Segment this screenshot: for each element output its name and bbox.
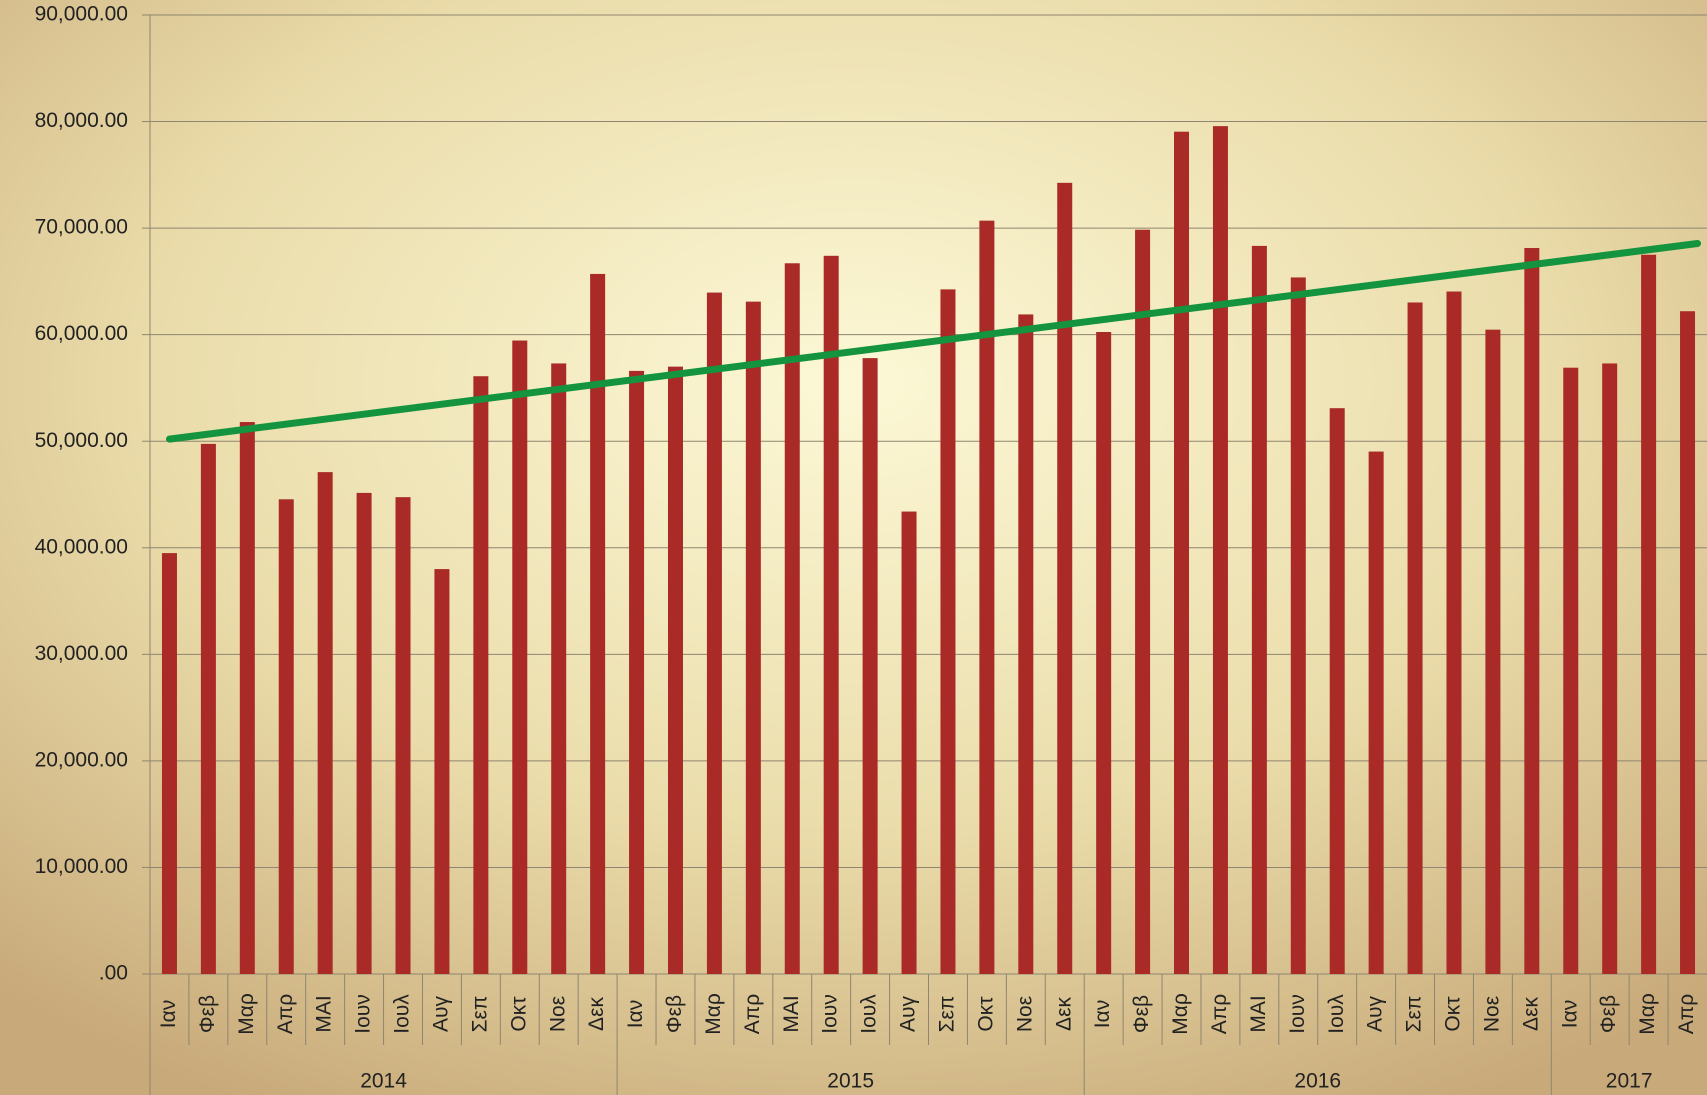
bar	[1446, 291, 1462, 974]
x-tick-label: Μαρ	[702, 993, 725, 1035]
bar	[1329, 408, 1345, 974]
x-tick-label: Απρ	[1675, 994, 1698, 1034]
x-tick-label: Φεβ	[1597, 995, 1620, 1033]
x-tick-label: Σεπ	[1403, 996, 1426, 1033]
bar	[1057, 182, 1073, 974]
x-tick-label: Μαρ	[1169, 993, 1192, 1035]
x-tick-label: Αυγ	[1364, 996, 1387, 1032]
x-tick-label: Ιουλ	[858, 994, 881, 1034]
bar	[901, 511, 917, 974]
x-tick-label: Απρ	[274, 994, 297, 1034]
bar	[1212, 126, 1228, 974]
bar	[979, 220, 995, 974]
x-tick-label: Φεβ	[196, 995, 219, 1033]
bar	[200, 443, 216, 974]
x-tick-label: ΜΑΙ	[780, 995, 803, 1032]
bar	[1096, 332, 1112, 974]
bar	[551, 363, 567, 975]
bar	[1563, 367, 1579, 975]
trendline	[165, 239, 1702, 443]
bar	[1290, 277, 1306, 975]
x-tick-label: Ιαν	[1558, 1000, 1581, 1028]
bar	[940, 289, 956, 974]
bar	[434, 569, 450, 974]
bar	[1407, 302, 1423, 974]
x-tick-label: ΜΑΙ	[1247, 995, 1270, 1032]
y-tick-label: 20,000.00	[35, 748, 128, 771]
group-label: 2014	[360, 1070, 407, 1093]
bar	[1135, 229, 1151, 974]
x-tick-label: Αυγ	[429, 996, 452, 1032]
x-tick-label: Νοε	[546, 996, 569, 1032]
bar	[1602, 363, 1618, 975]
group-label: 2017	[1606, 1070, 1653, 1093]
x-tick-label: Ιουν	[819, 994, 842, 1034]
bar	[1368, 451, 1384, 974]
x-tick-label: Δεκ	[1052, 997, 1075, 1031]
group-label: 2016	[1294, 1070, 1341, 1093]
bar	[395, 497, 411, 974]
x-tick-label: Νοε	[1480, 996, 1503, 1032]
bar	[1174, 131, 1190, 974]
bar	[667, 366, 683, 975]
bar	[823, 255, 839, 974]
x-tick-label: Μαρ	[1636, 993, 1659, 1035]
bar	[317, 472, 333, 974]
bar	[590, 273, 606, 974]
x-tick-label: Ιαν	[157, 1000, 180, 1028]
bar	[745, 301, 761, 975]
y-tick-label: 90,000.00	[35, 3, 128, 26]
bar	[161, 553, 177, 974]
x-tick-label: Μαρ	[235, 993, 258, 1035]
x-tick-label: Ιουν	[352, 994, 375, 1034]
group-label: 2015	[827, 1070, 874, 1093]
x-tick-label: Σεπ	[936, 996, 959, 1033]
bar	[862, 358, 878, 974]
bar	[356, 492, 372, 974]
x-tick-label: Οκτ	[1442, 996, 1465, 1032]
bar	[473, 376, 489, 974]
bar	[784, 263, 800, 975]
y-tick-label: 30,000.00	[35, 642, 128, 665]
x-tick-label: Δεκ	[585, 997, 608, 1031]
x-tick-label: Ιουλ	[391, 994, 414, 1034]
y-tick-label: 50,000.00	[35, 429, 128, 452]
bar	[278, 499, 294, 974]
bar	[512, 340, 528, 974]
y-tick-label: 70,000.00	[35, 216, 128, 239]
bar	[239, 422, 255, 974]
x-tick-label: Οκτ	[507, 996, 530, 1032]
x-tick-label: Απρ	[1208, 994, 1231, 1034]
x-tick-label: Ιουλ	[1325, 994, 1348, 1034]
bar	[629, 370, 645, 974]
x-tick-label: Νοε	[1013, 996, 1036, 1032]
x-tick-label: Αυγ	[897, 996, 920, 1032]
x-tick-label: Οκτ	[974, 996, 997, 1032]
bar	[1251, 245, 1267, 974]
x-tick-label: Φεβ	[663, 995, 686, 1033]
y-tick-label: 40,000.00	[35, 535, 128, 558]
y-tick-label: .00	[99, 962, 128, 985]
bar	[706, 292, 722, 974]
x-tick-label: Απρ	[741, 994, 764, 1034]
bar	[1524, 248, 1540, 975]
y-tick-label: 10,000.00	[35, 855, 128, 878]
bar	[1018, 314, 1034, 974]
x-tick-label: ΜΑΙ	[313, 995, 336, 1032]
y-tick-label: 80,000.00	[35, 109, 128, 132]
x-tick-label: Σεπ	[468, 996, 491, 1033]
x-tick-label: Δεκ	[1519, 997, 1542, 1031]
y-tick-label: 60,000.00	[35, 322, 128, 345]
x-tick-label: Φεβ	[1130, 995, 1153, 1033]
bar	[1641, 254, 1657, 974]
x-tick-label: Ιουν	[1286, 994, 1309, 1034]
bar	[1485, 329, 1501, 974]
x-tick-label: Ιαν	[1091, 1000, 1114, 1028]
bar	[1680, 311, 1696, 974]
x-tick-label: Ιαν	[624, 1000, 647, 1028]
